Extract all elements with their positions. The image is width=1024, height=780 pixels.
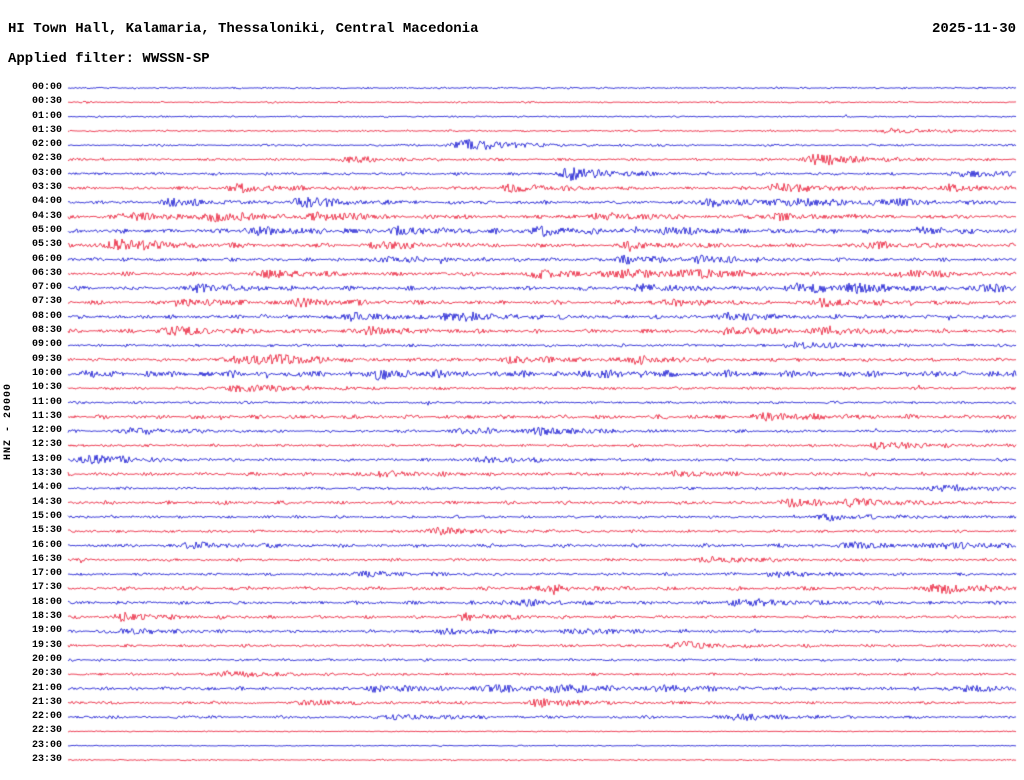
time-label: 03:30: [31, 182, 62, 194]
time-label: 05:00: [31, 224, 62, 236]
time-label: 10:30: [31, 382, 62, 394]
time-label: 13:30: [31, 468, 62, 480]
time-label: 18:00: [31, 596, 62, 608]
time-label: 17:00: [31, 568, 62, 580]
time-label: 21:00: [31, 682, 62, 694]
time-label: 08:00: [31, 310, 62, 322]
time-label: 07:00: [31, 282, 62, 294]
time-label: 12:30: [31, 439, 62, 451]
time-label: 14:00: [31, 482, 62, 494]
time-label: 00:30: [31, 96, 62, 108]
time-label: 16:00: [31, 539, 62, 551]
time-label: 02:30: [31, 153, 62, 165]
time-label: 17:30: [31, 582, 62, 594]
time-label: 09:30: [31, 353, 62, 365]
time-label: 23:30: [31, 754, 62, 765]
time-label: 06:30: [31, 267, 62, 279]
time-label: 19:00: [31, 625, 62, 637]
time-label: 12:00: [31, 425, 62, 437]
time-label: 04:30: [31, 210, 62, 222]
time-label: 09:00: [31, 339, 62, 351]
time-label: 21:30: [31, 696, 62, 708]
time-label: 13:00: [31, 453, 62, 465]
time-label: 19:30: [31, 639, 62, 651]
time-label: 08:30: [31, 325, 62, 337]
time-label: 18:30: [31, 611, 62, 623]
time-label: 00:00: [31, 82, 62, 93]
time-label: 22:00: [31, 711, 62, 723]
time-label: 11:30: [31, 410, 62, 422]
time-label: 05:30: [31, 239, 62, 251]
time-label: 20:00: [31, 653, 62, 665]
time-label: 11:00: [31, 396, 62, 408]
time-label: 03:00: [31, 167, 62, 179]
time-label: 07:30: [31, 296, 62, 308]
time-label: 14:30: [31, 496, 62, 508]
time-label: 15:00: [31, 510, 62, 522]
time-label: 15:30: [31, 525, 62, 537]
time-label: 20:30: [31, 668, 62, 680]
time-label: 01:30: [31, 124, 62, 136]
time-label: 22:30: [31, 725, 62, 737]
time-label: 02:00: [31, 139, 62, 151]
time-label: 16:30: [31, 553, 62, 565]
time-label: 04:00: [31, 196, 62, 208]
time-label: 10:00: [31, 367, 62, 379]
time-label: 06:00: [31, 253, 62, 265]
time-label: 23:00: [31, 739, 62, 751]
time-label: 01:00: [31, 110, 62, 122]
